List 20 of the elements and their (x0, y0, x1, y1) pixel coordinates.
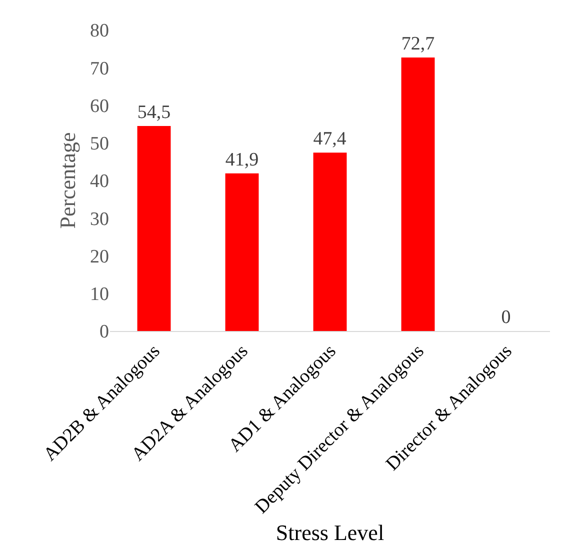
y-tick-label: 40 (90, 171, 109, 192)
bar (313, 152, 347, 331)
x-axis-title: Stress Level (276, 520, 384, 545)
data-label: 72,7 (401, 33, 435, 54)
bar (401, 57, 435, 331)
bar (225, 173, 259, 331)
y-tick-label: 30 (90, 208, 109, 230)
y-tick-label: 50 (90, 134, 109, 155)
y-tick-label: 80 (90, 20, 109, 42)
data-label: 47,4 (313, 128, 347, 150)
y-tick-label: 0 (100, 322, 109, 343)
data-label: 41,9 (225, 149, 259, 170)
data-label: 54,5 (137, 102, 171, 123)
y-tick-label: 20 (90, 246, 109, 268)
bar (137, 126, 171, 331)
y-tick-label: 10 (90, 284, 109, 306)
y-tick-label: 60 (90, 96, 109, 117)
data-label: 0 (501, 307, 511, 328)
y-tick-label: 70 (90, 58, 109, 80)
y-axis-title: Percentage (54, 132, 80, 229)
